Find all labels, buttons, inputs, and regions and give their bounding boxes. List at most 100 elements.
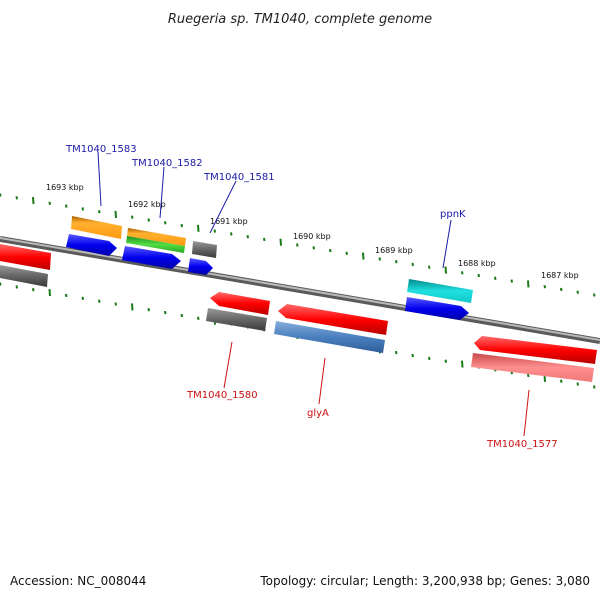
- minor-tick: [395, 350, 398, 355]
- major-tick: [32, 197, 35, 205]
- gene-arrow-blue[interactable]: [66, 234, 117, 256]
- major-tick: [527, 280, 530, 288]
- scale-label-1689: 1689 kbp: [375, 246, 413, 255]
- forward-gene-labels: TM1040_1583 TM1040_1582 TM1040_1581 ppnK: [65, 144, 466, 269]
- minor-tick: [180, 313, 183, 318]
- gene-arrow-blue[interactable]: [122, 246, 181, 269]
- minor-tick: [131, 215, 134, 219]
- leader-line: [223, 341, 233, 389]
- accession-text: Accession: NC_008044: [10, 574, 147, 588]
- leader-line: [209, 180, 237, 234]
- gene-feature-gray: [0, 265, 48, 287]
- gene-feature-steel: [274, 321, 385, 353]
- minor-tick: [576, 382, 579, 386]
- minor-tick: [0, 282, 2, 286]
- label-tm1040-1580[interactable]: TM1040_1580: [186, 390, 258, 401]
- label-tm1040-1582[interactable]: TM1040_1582: [131, 158, 203, 169]
- minor-tick: [378, 257, 381, 261]
- gene-feature-cyan: [407, 279, 473, 303]
- gene-ppnk[interactable]: [405, 279, 473, 320]
- upper-tick-row: [0, 193, 596, 297]
- scale-label-1691: 1691 kbp: [210, 217, 248, 226]
- gene-arrow-red[interactable]: [474, 336, 597, 364]
- minor-tick: [560, 379, 563, 383]
- major-tick: [444, 266, 447, 274]
- minor-tick: [98, 299, 101, 303]
- leader-line: [523, 389, 530, 437]
- label-tm1040-1577[interactable]: TM1040_1577: [486, 439, 558, 450]
- gene-feature-green: [126, 236, 185, 253]
- leader-line: [442, 219, 452, 269]
- gene-feature-gray: [206, 308, 267, 331]
- major-tick: [48, 289, 51, 297]
- gene-arrow-blue[interactable]: [405, 297, 469, 320]
- major-tick: [461, 360, 464, 368]
- major-tick: [197, 224, 200, 232]
- gene-tm1040-1580[interactable]: [206, 292, 270, 331]
- minor-tick: [395, 260, 398, 264]
- minor-tick: [81, 296, 84, 300]
- minor-tick: [312, 246, 315, 250]
- minor-tick: [444, 359, 447, 363]
- gene-arrow-blue[interactable]: [188, 258, 213, 275]
- minor-tick: [527, 373, 530, 378]
- gene-arrow-red[interactable]: [210, 292, 270, 315]
- gene-tm1040-1582[interactable]: [122, 228, 186, 269]
- minor-tick: [263, 237, 266, 242]
- minor-tick: [593, 385, 596, 389]
- major-tick: [114, 210, 117, 218]
- gene-feature-pink: [471, 353, 594, 382]
- minor-tick: [560, 287, 563, 292]
- minor-tick: [15, 285, 18, 289]
- minor-tick: [0, 193, 2, 197]
- minor-tick: [15, 196, 18, 200]
- major-tick: [131, 303, 134, 311]
- label-tm1040-1581[interactable]: TM1040_1581: [203, 172, 275, 183]
- minor-tick: [411, 262, 414, 267]
- minor-tick: [98, 210, 101, 214]
- topology-text: Topology: circular; Length: 3,200,938 bp…: [260, 574, 590, 588]
- minor-tick: [114, 302, 117, 306]
- gene-glya[interactable]: [274, 304, 388, 353]
- label-tm1040-1583[interactable]: TM1040_1583: [65, 144, 137, 155]
- label-glya[interactable]: glyA: [307, 408, 329, 419]
- minor-tick: [461, 271, 464, 275]
- gene-left-edge[interactable]: [0, 244, 51, 287]
- minor-tick: [543, 285, 546, 289]
- leader-line: [159, 166, 165, 219]
- minor-tick: [164, 310, 167, 315]
- gene-feature-orange: [71, 216, 122, 239]
- minor-tick: [180, 223, 183, 228]
- minor-tick: [230, 232, 233, 236]
- scale-label-1690: 1690 kbp: [293, 232, 331, 241]
- minor-tick: [477, 273, 480, 278]
- minor-tick: [345, 251, 348, 255]
- minor-tick: [296, 243, 299, 247]
- gene-arrow-red[interactable]: [278, 304, 388, 335]
- minor-tick: [164, 221, 167, 225]
- gene-tm1040-1577[interactable]: [471, 336, 597, 382]
- minor-tick: [329, 248, 332, 253]
- label-ppnk[interactable]: ppnK: [440, 209, 466, 220]
- reverse-gene-labels: TM1040_1580 glyA TM1040_1577: [186, 341, 558, 450]
- scale-label-1687: 1687 kbp: [541, 271, 579, 280]
- minor-tick: [411, 353, 414, 358]
- major-tick: [279, 238, 282, 246]
- gene-arrow-red[interactable]: [0, 244, 51, 270]
- gene-feature-orange: [127, 228, 186, 246]
- minor-tick: [510, 279, 513, 283]
- major-tick: [362, 252, 365, 260]
- minor-tick: [65, 204, 68, 208]
- leader-line: [318, 357, 326, 405]
- minor-tick: [246, 235, 249, 239]
- minor-tick: [197, 316, 200, 320]
- genome-backbone-highlight: [0, 237, 600, 341]
- gene-tm1040-1581[interactable]: [188, 241, 217, 275]
- map-title: Ruegeria sp. TM1040, complete genome: [168, 12, 432, 27]
- minor-tick: [81, 207, 84, 211]
- scale-label-1693: 1693 kbp: [46, 183, 84, 192]
- minor-tick: [147, 218, 150, 222]
- gene-tm1040-1583[interactable]: [66, 216, 122, 256]
- minor-tick: [593, 293, 596, 297]
- minor-tick: [428, 356, 431, 361]
